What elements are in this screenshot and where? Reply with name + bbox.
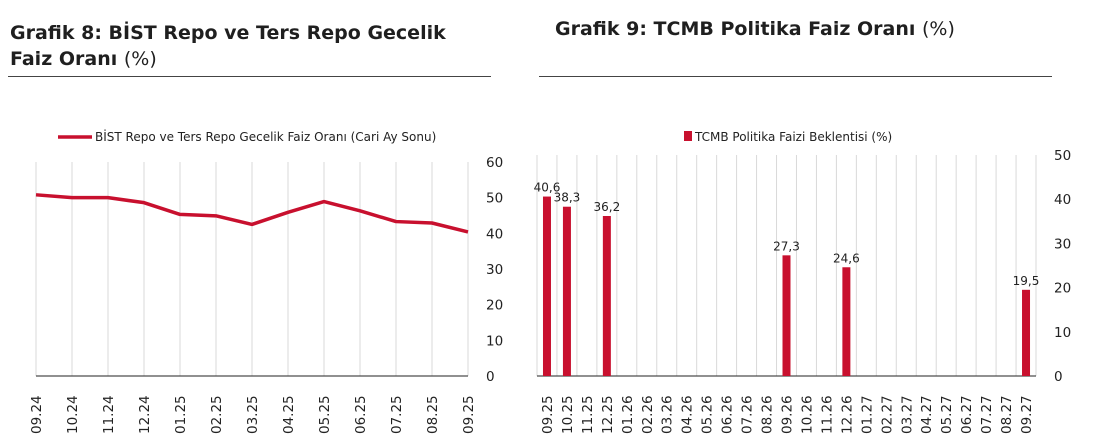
chart-right-title: Grafik 9: TCMB Politika Faiz Oranı (%) [555, 16, 1035, 42]
chart-right-x-tick: 07.27 [979, 395, 995, 434]
chart-left-x-tick: 09.24 [29, 395, 45, 434]
chart-right-x-tick: 03.27 [899, 395, 915, 434]
chart-right-x-tick: 11.25 [580, 395, 596, 434]
chart-right-title-rule [539, 76, 1052, 77]
chart-right-x-tick: 08.27 [999, 395, 1015, 434]
chart-right-x-tick: 10.26 [799, 395, 815, 434]
chart-left-x-tick: 08.25 [425, 395, 441, 434]
chart-right-x-tick: 02.26 [640, 395, 656, 434]
chart-left-title-rule [8, 76, 491, 77]
chart-left-x-tick: 01.25 [173, 395, 189, 434]
chart-right-x-tick: 06.26 [720, 395, 736, 434]
chart-left-x-tick: 09.25 [461, 395, 477, 434]
chart-right-bar [842, 267, 851, 376]
chart-right-x-tick: 05.26 [700, 395, 716, 434]
chart-right-x-tick: 09.25 [540, 395, 556, 434]
chart-right-x-tick: 11.26 [819, 395, 835, 434]
chart-right-x-tick: 05.27 [939, 395, 955, 434]
chart-right-data-label: 36,2 [594, 200, 621, 214]
chart-right-x-tick: 06.27 [959, 395, 975, 434]
chart-right-y-tick: 10 [1054, 325, 1071, 341]
chart-left-x-tick: 10.24 [65, 395, 81, 434]
chart-left-y-tick: 30 [486, 262, 503, 278]
chart-right-y-tick: 0 [1054, 369, 1063, 385]
chart-right-bar [602, 215, 611, 376]
chart-right-data-label: 19,5 [1013, 274, 1040, 288]
chart-left-x-tick: 11.24 [101, 395, 117, 434]
chart-right-data-label: 27,3 [773, 239, 800, 253]
chart-left-x-tick: 12.24 [137, 395, 153, 434]
chart-left-x-tick: 03.25 [245, 395, 261, 434]
chart-left-legend-label: BİST Repo ve Ters Repo Gecelik Faiz Oran… [95, 129, 436, 144]
chart-left-title-unit: (%) [123, 48, 157, 70]
chart-left-x-tick: 02.25 [209, 395, 225, 434]
chart-right-bar [562, 206, 571, 376]
chart-left-x-tick: 06.25 [353, 395, 369, 434]
chart-right-x-tick: 03.26 [660, 395, 676, 434]
chart-left-y-tick: 0 [486, 369, 495, 385]
chart-right-x-tick: 01.26 [620, 395, 636, 434]
chart-left-title-text: Grafik 8: BİST Repo ve Ters Repo Gecelik… [10, 22, 446, 70]
chart-left-y-tick: 10 [486, 333, 503, 349]
chart-right-y-tick: 50 [1054, 148, 1071, 164]
chart-right-data-label: 40,6 [534, 181, 561, 195]
chart-right-legend-label: TCMB Politika Faizi Beklentisi (%) [694, 130, 892, 144]
chart-right-x-tick: 02.27 [879, 395, 895, 434]
chart-right-x-tick: 12.26 [839, 395, 855, 434]
chart-left-y-tick: 50 [486, 191, 503, 207]
chart-right-x-tick: 08.26 [760, 395, 776, 434]
chart-right-bar [782, 255, 791, 376]
chart-right-x-tick: 09.27 [1019, 395, 1035, 434]
chart-right-data-label: 38,3 [554, 191, 581, 205]
chart-right-data-label: 24,6 [833, 251, 860, 265]
chart-left-title: Grafik 8: BİST Repo ve Ters Repo Gecelik… [10, 20, 490, 72]
chart-left-x-tick: 04.25 [281, 395, 297, 434]
chart-right-x-tick: 10.25 [560, 395, 576, 434]
chart-right-bar [542, 196, 551, 376]
chart-right-y-tick: 30 [1054, 236, 1071, 252]
chart-right-y-tick: 40 [1054, 192, 1071, 208]
chart-left-y-tick: 40 [486, 226, 503, 242]
chart-left-y-tick: 60 [486, 155, 503, 171]
chart-left-x-tick: 05.25 [317, 395, 333, 434]
chart-left-x-tick: 07.25 [389, 395, 405, 434]
chart-right-x-tick: 01.27 [859, 395, 875, 434]
chart-right-x-tick: 09.26 [780, 395, 796, 434]
chart-right-bar [1022, 289, 1031, 376]
chart-right-legend-swatch [684, 131, 692, 141]
chart-left-y-tick: 20 [486, 298, 503, 314]
chart-right-title-text: Grafik 9: TCMB Politika Faiz Oranı [555, 18, 916, 40]
chart-right-y-tick: 20 [1054, 281, 1071, 297]
chart-right-x-tick: 04.27 [919, 395, 935, 434]
chart-right-x-tick: 12.25 [600, 395, 616, 434]
chart-right-x-tick: 07.26 [740, 395, 756, 434]
chart-right-title-unit: (%) [922, 18, 955, 40]
chart-right-x-tick: 04.26 [680, 395, 696, 434]
